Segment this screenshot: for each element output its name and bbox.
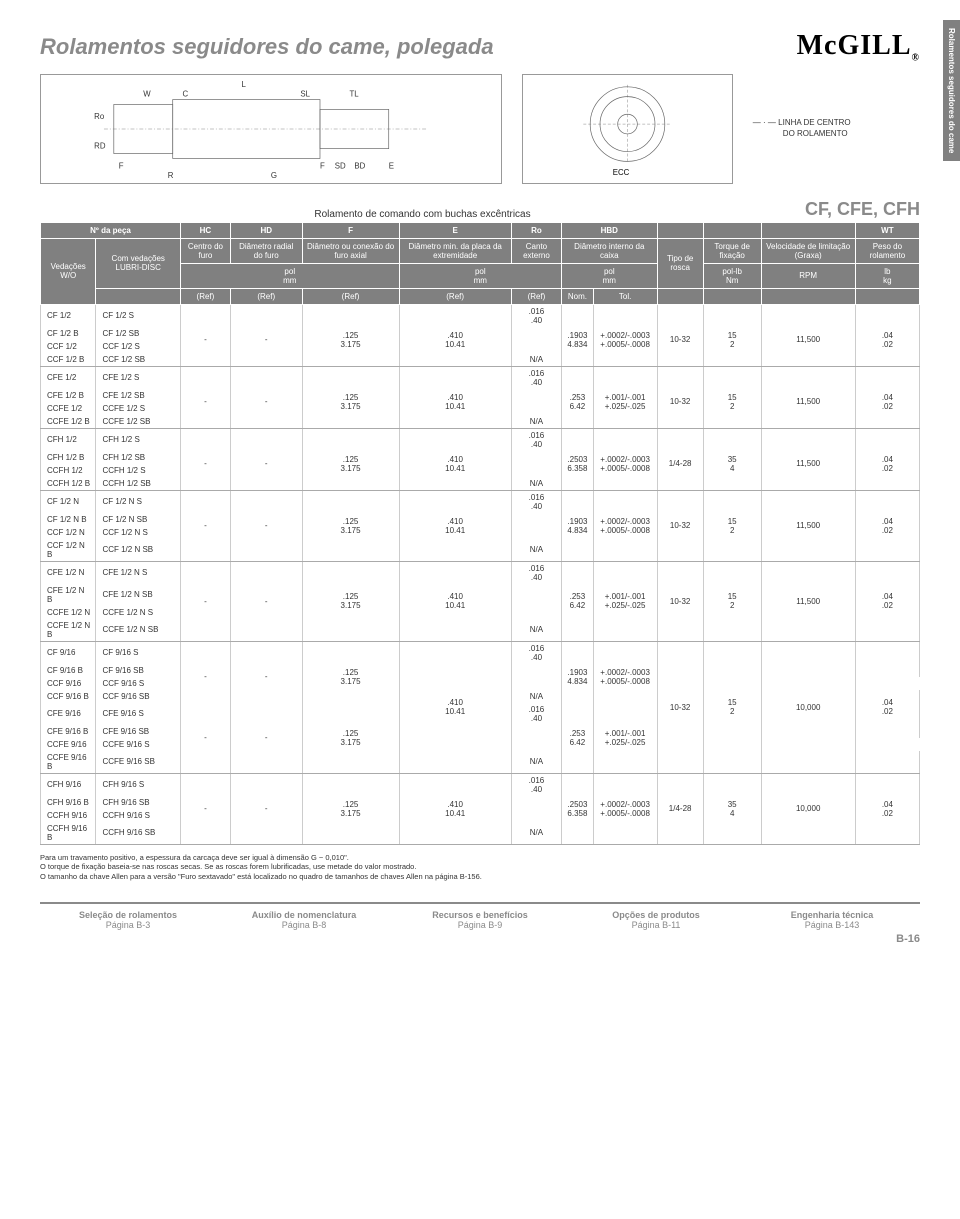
svg-text:Ro: Ro: [94, 112, 105, 121]
footnotes: Para um travamento positivo, a espessura…: [40, 853, 920, 882]
table-row: CCF 9/16CCF 9/16 S: [41, 677, 920, 690]
table-row: CFE 1/2 BCFE 1/2 SB--.1253.175.41010.41.…: [41, 389, 920, 402]
table-row: CCF 1/2 BCCF 1/2 SBN/A: [41, 353, 920, 367]
table-row: CFH 9/16 BCFH 9/16 SB--.1253.175.41010.4…: [41, 796, 920, 809]
svg-text:SD: SD: [335, 161, 346, 170]
table-row: CFE 1/2CFE 1/2 S.016.40: [41, 366, 920, 389]
subtitle: Rolamento de comando com buchas excêntri…: [314, 209, 530, 220]
table-row: CFH 9/16CFH 9/16 S.016.40: [41, 773, 920, 796]
footer-link: Seleção de rolamentosPágina B-3: [40, 910, 216, 930]
table-row: CFH 1/2CFH 1/2 S.016.40: [41, 428, 920, 451]
svg-text:TL: TL: [349, 89, 359, 98]
page-title: Rolamentos seguidores do came, polegada: [40, 34, 494, 60]
svg-text:ECC: ECC: [613, 168, 630, 177]
footer-link: Engenharia técnicaPágina B-143: [744, 910, 920, 930]
table-row: CF 1/2 N BCF 1/2 N SB--.1253.175.41010.4…: [41, 513, 920, 526]
footer-link: Opções de produtosPágina B-11: [568, 910, 744, 930]
table-row: CCFH 9/16 BCCFH 9/16 SBN/A: [41, 822, 920, 845]
sidebar-tab: Rolamentos seguidores do came: [943, 20, 960, 161]
brand-logo: McGILL®: [797, 30, 920, 64]
table-row: CCFE 9/16 BCCFE 9/16 SBN/A: [41, 751, 920, 774]
svg-text:BD: BD: [354, 161, 365, 170]
svg-text:SL: SL: [300, 89, 310, 98]
table-row: CFE 1/2 N BCFE 1/2 N SB--.1253.175.41010…: [41, 584, 920, 606]
svg-text:W: W: [143, 89, 151, 98]
table-row: CF 1/2 NCF 1/2 N S.016.40: [41, 490, 920, 513]
table-row: CCFE 9/16CCFE 9/16 S: [41, 738, 920, 751]
table-row: CF 1/2CF 1/2 S.016.40: [41, 304, 920, 327]
svg-text:F: F: [320, 161, 325, 170]
table-row: CCF 1/2 N BCCF 1/2 N SBN/A: [41, 539, 920, 562]
table-row: CFE 9/16 BCFE 9/16 SB--.1253.175.2536.42…: [41, 725, 920, 738]
svg-text:L: L: [241, 79, 246, 88]
svg-text:G: G: [271, 171, 277, 180]
svg-text:RD: RD: [94, 141, 106, 150]
svg-text:E: E: [389, 161, 394, 170]
table-row: CCFE 1/2 N BCCFE 1/2 N SBN/A: [41, 619, 920, 642]
table-row: CFH 1/2 BCFH 1/2 SB--.1253.175.41010.41.…: [41, 451, 920, 464]
table-row: CFE 1/2 NCFE 1/2 N S.016.40: [41, 561, 920, 584]
series-label: CF, CFE, CFH: [805, 199, 920, 220]
technical-diagrams: L W SL Ro C TL RD F F SD BD E R G: [40, 74, 920, 184]
table-row: CF 9/16 BCF 9/16 SB--.1253.175.19034.834…: [41, 664, 920, 677]
table-row: CCF 9/16 BCCF 9/16 SB.41010.41N/A10-3215…: [41, 690, 920, 703]
footer-link: Recursos e benefíciosPágina B-9: [392, 910, 568, 930]
table-row: CCFE 1/2 BCCFE 1/2 SBN/A: [41, 415, 920, 429]
table-row: CCFH 1/2 BCCFH 1/2 SBN/A: [41, 477, 920, 491]
table-row: CF 9/16CF 9/16 S.016.40: [41, 641, 920, 664]
footer-nav: Seleção de rolamentosPágina B-3Auxílio d…: [40, 902, 920, 930]
page-number: B-16: [896, 933, 920, 945]
data-table: Nº da peçaHCHDFERoHBDWTVedações W/OCom v…: [40, 222, 920, 845]
svg-text:F: F: [119, 161, 124, 170]
svg-text:R: R: [168, 171, 174, 180]
footer-link: Auxílio de nomenclaturaPágina B-8: [216, 910, 392, 930]
table-row: CF 1/2 BCF 1/2 SB--.1253.175.41010.41.19…: [41, 327, 920, 340]
svg-text:C: C: [183, 89, 189, 98]
